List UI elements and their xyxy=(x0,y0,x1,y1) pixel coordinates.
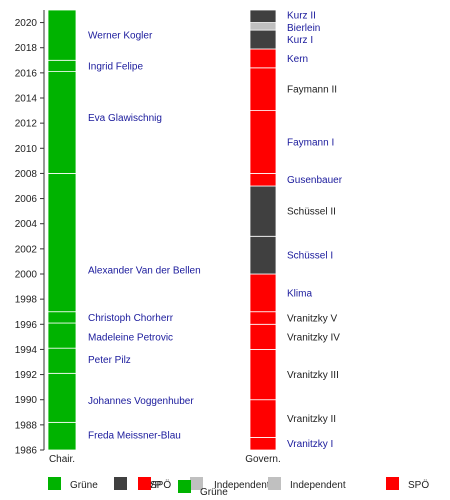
government-term-label: Kern xyxy=(287,54,308,65)
chair-term-label: Freda Meissner-Blau xyxy=(88,430,181,441)
y-tick-label: 2018 xyxy=(15,43,38,54)
y-tick-label: 1988 xyxy=(15,420,38,431)
y-tick-label: 2002 xyxy=(15,244,38,255)
chair-term-label: Ingrid Felipe xyxy=(88,61,143,72)
government-bar xyxy=(249,273,277,313)
y-tick-label: 2016 xyxy=(15,68,38,79)
chair-term-label: Johannes Voggenhuber xyxy=(88,396,194,407)
y-tick-label: 1990 xyxy=(15,395,38,406)
government-bar xyxy=(249,399,277,438)
government-term-label: Schüssel I xyxy=(287,251,333,262)
y-tick-label: 1996 xyxy=(15,320,38,331)
government-bar xyxy=(249,67,277,111)
government-term-label: Klima xyxy=(287,288,312,299)
government-bar xyxy=(249,323,277,350)
y-tick-label: 1998 xyxy=(15,295,38,306)
legend-label: Grüne xyxy=(200,487,228,498)
y-tick-label: 2008 xyxy=(15,169,38,180)
chair-bar xyxy=(47,71,77,174)
chair-bar xyxy=(47,311,77,324)
government-term-label: Vranitzky II xyxy=(287,414,336,425)
y-tick-label: 2020 xyxy=(15,18,38,29)
chair-bar xyxy=(47,9,77,61)
government-term-label: Faymann I xyxy=(287,138,334,149)
government-term-label: Kurz II xyxy=(287,11,316,22)
y-tick-label: 2010 xyxy=(15,144,38,155)
y-tick-label: 2014 xyxy=(15,94,38,105)
y-tick-label: 2012 xyxy=(15,119,38,130)
government-term-label: Vranitzky IV xyxy=(287,332,340,343)
government-bar xyxy=(249,437,277,451)
government-bar xyxy=(249,9,277,23)
government-term-label: Faymann II xyxy=(287,85,337,96)
legend-swatch xyxy=(386,477,399,490)
legend-label: Independent xyxy=(290,480,346,491)
chair-bar xyxy=(47,347,77,374)
legend-label: SPÖ xyxy=(408,479,429,491)
government-bar xyxy=(249,235,277,275)
y-tick-label: 2000 xyxy=(15,270,38,281)
chair-term-label: Eva Glawischnig xyxy=(88,113,162,124)
chair-bar xyxy=(47,372,77,423)
chair-term-label: Werner Kogler xyxy=(88,31,153,42)
government-term-label: Bierlein xyxy=(287,23,320,34)
y-tick-label: 1986 xyxy=(15,446,38,457)
government-bar xyxy=(249,48,277,69)
government-term-label: Vranitzky V xyxy=(287,314,338,325)
legend-swatch xyxy=(178,480,191,493)
government-bar xyxy=(249,110,277,174)
government-bar xyxy=(249,185,277,237)
y-tick-label: 2004 xyxy=(15,219,38,230)
legend-swatch xyxy=(268,477,281,490)
government-bar xyxy=(249,29,277,50)
legend-label: SPÖ xyxy=(150,479,171,491)
column-label-government: Govern. xyxy=(245,454,281,465)
legend-swatch xyxy=(114,477,127,490)
chair-bar xyxy=(47,421,77,451)
y-tick-label: 1992 xyxy=(15,370,38,381)
government-bar xyxy=(249,349,277,401)
legend-swatch xyxy=(48,477,61,490)
government-bar xyxy=(249,311,277,325)
legend-label: Grüne xyxy=(70,480,98,491)
legend-swatch xyxy=(138,477,151,490)
chair-term-label: Christoph Chorherr xyxy=(88,313,174,324)
government-term-label: Schüssel II xyxy=(287,207,336,218)
legend-label: Independent xyxy=(214,480,270,491)
government-bar xyxy=(249,173,277,187)
government-term-label: Vranitzky I xyxy=(287,439,333,450)
y-tick-label: 1994 xyxy=(15,345,38,356)
legend-swatch xyxy=(190,477,203,490)
government-term-label: Kurz I xyxy=(287,35,313,46)
y-tick-label: 2006 xyxy=(15,194,38,205)
chair-bar xyxy=(47,173,77,313)
chair-bar xyxy=(47,322,77,349)
government-term-label: Gusenbauer xyxy=(287,175,343,186)
chair-bar xyxy=(47,59,77,72)
chair-term-label: Peter Pilz xyxy=(88,355,131,366)
chair-term-label: Alexander Van der Bellen xyxy=(88,266,201,277)
government-term-label: Vranitzky III xyxy=(287,370,339,381)
column-label-chair: Chair. xyxy=(49,454,75,465)
chair-term-label: Madeleine Petrovic xyxy=(88,332,173,343)
government-bar xyxy=(249,22,277,31)
